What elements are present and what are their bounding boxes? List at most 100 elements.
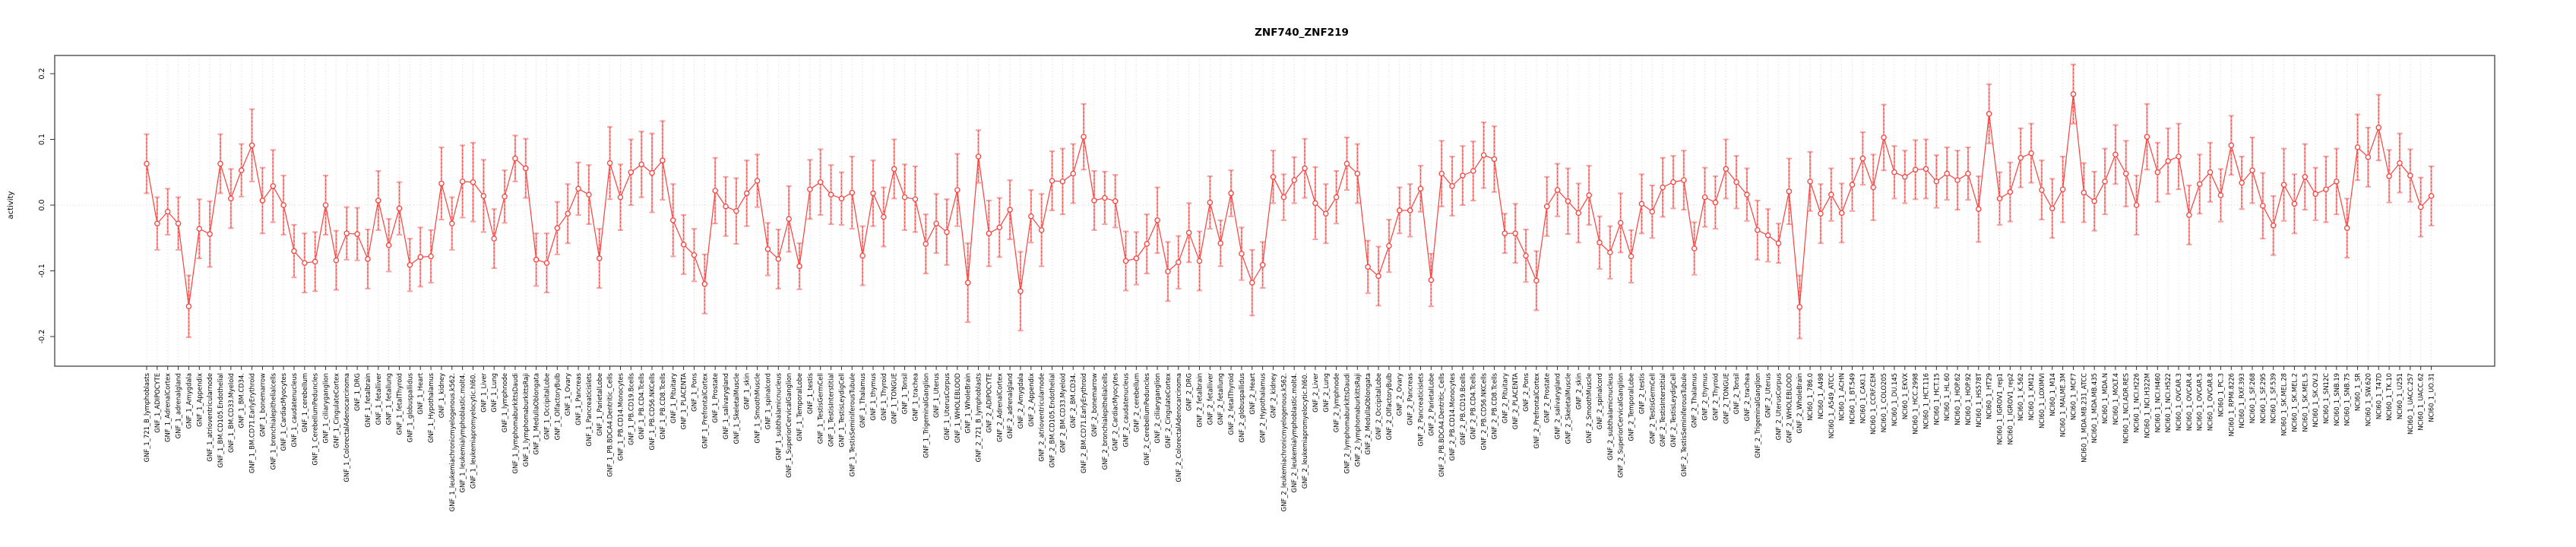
- x-tick-label: GNF_1_salivarygland: [722, 373, 729, 439]
- x-tick-label: GNF_2_SmoothMuscle: [1585, 373, 1593, 444]
- x-tick-label: GNF_1_WHOLEBLOOD: [954, 373, 961, 443]
- data-point: [1554, 187, 1561, 193]
- x-tick-label: GNF_1_TestisSeminiferousTubule: [848, 373, 856, 476]
- data-point: [196, 226, 203, 232]
- data-point: [849, 189, 856, 196]
- x-tick-label: GNF_1_TemporalLobe: [796, 373, 803, 441]
- data-point: [1807, 179, 1813, 185]
- data-point: [1712, 199, 1719, 206]
- data-point: [2112, 151, 2119, 158]
- data-point: [1733, 179, 1739, 185]
- data-point: [175, 220, 182, 226]
- data-point: [1407, 207, 1413, 213]
- data-point: [660, 157, 666, 163]
- data-point: [2028, 150, 2034, 157]
- x-tick-label: NCI60_1_OVCAR.3: [2175, 373, 2182, 431]
- data-points: [144, 91, 2435, 310]
- x-tick-label: GNF_2_lymphomaburkittsDaudi: [1343, 373, 1350, 473]
- x-tick-label: GNF_1_PLACENTA: [680, 373, 688, 430]
- data-point: [2154, 169, 2161, 175]
- x-tick-label: GNF_1_Amygdala: [185, 373, 192, 428]
- data-point: [859, 252, 866, 259]
- data-point: [2228, 142, 2235, 149]
- x-tick-label: GNF_1_BM.CD105.Endothelial: [217, 373, 224, 468]
- data-point: [1386, 242, 1392, 249]
- data-point: [786, 216, 792, 222]
- data-point: [1133, 255, 1140, 261]
- x-tick-label: GNF_2_CingulateCortex: [1164, 373, 1172, 448]
- data-point: [438, 180, 445, 187]
- x-tick-label: GNF_2_Thyroid: [1711, 373, 1719, 421]
- data-point: [1764, 232, 1771, 239]
- x-tick-label: NCI60_1_CCRF.CEM: [1869, 373, 1877, 435]
- x-tick-label: GNF_1_caudatenucleus: [290, 373, 298, 447]
- y-tick-label: -0.1: [38, 264, 46, 278]
- data-point: [2144, 134, 2150, 140]
- data-point: [1986, 111, 1992, 117]
- data-point: [1102, 194, 1108, 201]
- data-point: [1859, 155, 1866, 162]
- data-point: [1185, 229, 1192, 236]
- y-tick-label: 0.2: [38, 68, 46, 79]
- data-point: [270, 183, 277, 189]
- x-tick-label: GNF_1_Heart: [416, 372, 424, 414]
- data-point: [1638, 201, 1645, 207]
- data-point: [1828, 191, 1834, 198]
- x-tick-label: GNF_2_fetallung: [1217, 373, 1224, 425]
- x-tick-label: GNF_2_Uterus: [1764, 373, 1772, 418]
- data-point: [1365, 264, 1371, 270]
- x-tick-label: GNF_2_721_B_lymphoblasts: [975, 373, 983, 462]
- x-tick-label: GNF_2_globuspallidus: [1238, 373, 1245, 442]
- data-point: [1375, 273, 1381, 280]
- data-point: [1354, 170, 1361, 177]
- x-tick-label: GNF_2_cerebellum: [1132, 373, 1140, 432]
- x-tick-label: GNF_2_subthalamicnucleus: [1606, 373, 1614, 460]
- x-tick-label: GNF_2_PB.BDCA4.Dentritic_Cells: [1438, 373, 1445, 477]
- data-point: [1291, 177, 1297, 183]
- x-tick-label: NCI60_1_SF.268: [2248, 373, 2256, 423]
- data-point: [2270, 223, 2277, 229]
- x-tick-label: GNF_1_TestisInterstitial: [828, 373, 835, 447]
- x-tick-label: NCI60_1_SW.620: [2364, 373, 2372, 426]
- x-tick-label: GNF_2_TONGUE: [1722, 373, 1729, 424]
- y-axis-ticks: 0.2 0.1 0.0 -0.1 -0.2: [38, 68, 55, 343]
- y-tick-label: 0.1: [38, 134, 46, 145]
- data-point: [2397, 160, 2403, 166]
- data-point: [901, 194, 908, 201]
- data-point: [1796, 304, 1802, 310]
- x-tick-label: GNF_2_BM.CD71.EarlyErythroid: [1080, 373, 1087, 473]
- data-point: [1428, 277, 1435, 283]
- x-tick-label: NCI60_1_HS578T: [1975, 372, 1983, 428]
- data-point: [459, 179, 466, 185]
- data-point: [1628, 253, 1635, 260]
- x-tick-label: GNF_2_BM.CD33.Myeloid: [1059, 373, 1066, 453]
- x-tick-label: GNF_2_Prostate: [1543, 373, 1551, 423]
- x-tick-label: GNF_1_subthalamicnucleus: [774, 373, 782, 460]
- data-point: [933, 220, 939, 226]
- data-point: [1081, 134, 1087, 140]
- data-point: [1660, 184, 1666, 191]
- data-point: [144, 160, 150, 167]
- x-tick-label: GNF_2_PB.CD19.Bcells: [1459, 373, 1467, 445]
- data-point: [1038, 227, 1045, 233]
- x-tick-label: NCI60_1_MDA.MB.435: [2090, 373, 2098, 443]
- x-tick-label: GNF_1_721_B_lymphoblasts: [143, 373, 150, 462]
- x-tick-label: GNF_1_Pancreaticislets: [585, 373, 593, 447]
- data-point: [385, 242, 392, 248]
- data-point: [1070, 170, 1076, 177]
- data-point: [1701, 194, 1708, 201]
- data-point: [1891, 169, 1897, 175]
- data-point: [1543, 203, 1550, 210]
- data-point: [533, 257, 540, 263]
- x-tick-label: GNF_1_leukemiachronicmyelogenous.k562.: [448, 373, 456, 511]
- x-tick-label: NCI60_1_UACC.62: [2417, 373, 2425, 431]
- data-point: [2323, 186, 2329, 192]
- data-point: [754, 178, 761, 184]
- x-tick-label: GNF_2_ParietalLobe: [1427, 373, 1435, 436]
- x-tick-label: GNF_2_adrenalgland: [1006, 373, 1014, 438]
- data-point: [449, 220, 455, 226]
- data-point: [1333, 194, 1340, 201]
- x-tick-label: GNF_2_fetalbrain: [1196, 373, 1204, 428]
- x-tick-label: GNF_1_BM.CD71.EarlyErythroid: [248, 373, 256, 473]
- x-tick-label: NCI60_1_786.0: [1806, 373, 1814, 421]
